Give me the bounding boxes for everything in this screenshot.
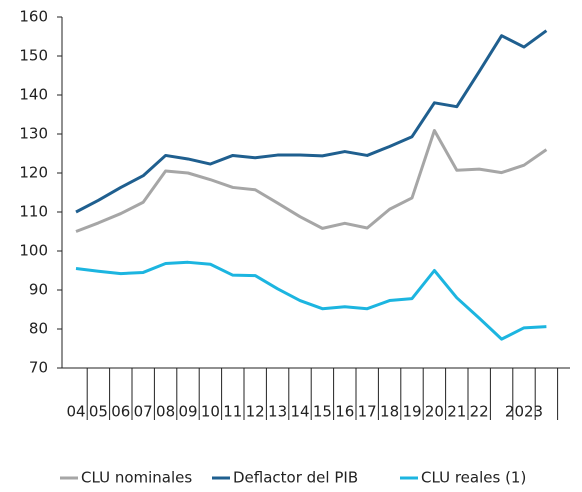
x-tick-label: 09: [178, 403, 197, 421]
x-tick-label: 19: [402, 403, 421, 421]
x-tick-label: 21: [447, 403, 466, 421]
y-tick-label: 100: [19, 242, 48, 260]
series-line: [75, 128, 548, 233]
y-tick-label: 160: [19, 8, 48, 26]
y-tick-label: 150: [19, 47, 48, 65]
x-tick-label: 12: [246, 403, 265, 421]
x-tick-label: 13: [268, 403, 287, 421]
x-tick-label: 05: [89, 403, 108, 421]
legend-label: CLU nominales: [81, 469, 192, 487]
x-tick-label: 06: [111, 403, 130, 421]
x-tick-label: 08: [156, 403, 175, 421]
x-tick-label: 17: [358, 403, 377, 421]
x-tick-label: 14: [290, 403, 309, 421]
y-tick-label: 80: [29, 320, 48, 338]
y-tick-label: 130: [19, 125, 48, 143]
y-tick-label: 110: [19, 203, 48, 221]
x-tick-label: 22: [470, 403, 489, 421]
x-tick-label: 04: [66, 403, 85, 421]
series-line: [75, 260, 547, 341]
x-tick-label: 11: [223, 403, 242, 421]
y-tick-label: 70: [29, 359, 48, 377]
series-line: [75, 29, 548, 214]
legend-label: Deflactor del PIB: [233, 469, 358, 487]
y-tick-label: 140: [19, 86, 48, 104]
x-tick-label: 07: [134, 403, 153, 421]
x-tick-label: 2023: [505, 403, 543, 421]
x-tick-label: 10: [201, 403, 220, 421]
x-tick-label: 15: [313, 403, 332, 421]
y-tick-label: 120: [19, 164, 48, 182]
x-tick-label: 20: [425, 403, 444, 421]
x-tick-label: 18: [380, 403, 399, 421]
y-tick-label: 90: [29, 281, 48, 299]
x-tick-label: 16: [335, 403, 354, 421]
legend-label: CLU reales (1): [421, 469, 526, 487]
